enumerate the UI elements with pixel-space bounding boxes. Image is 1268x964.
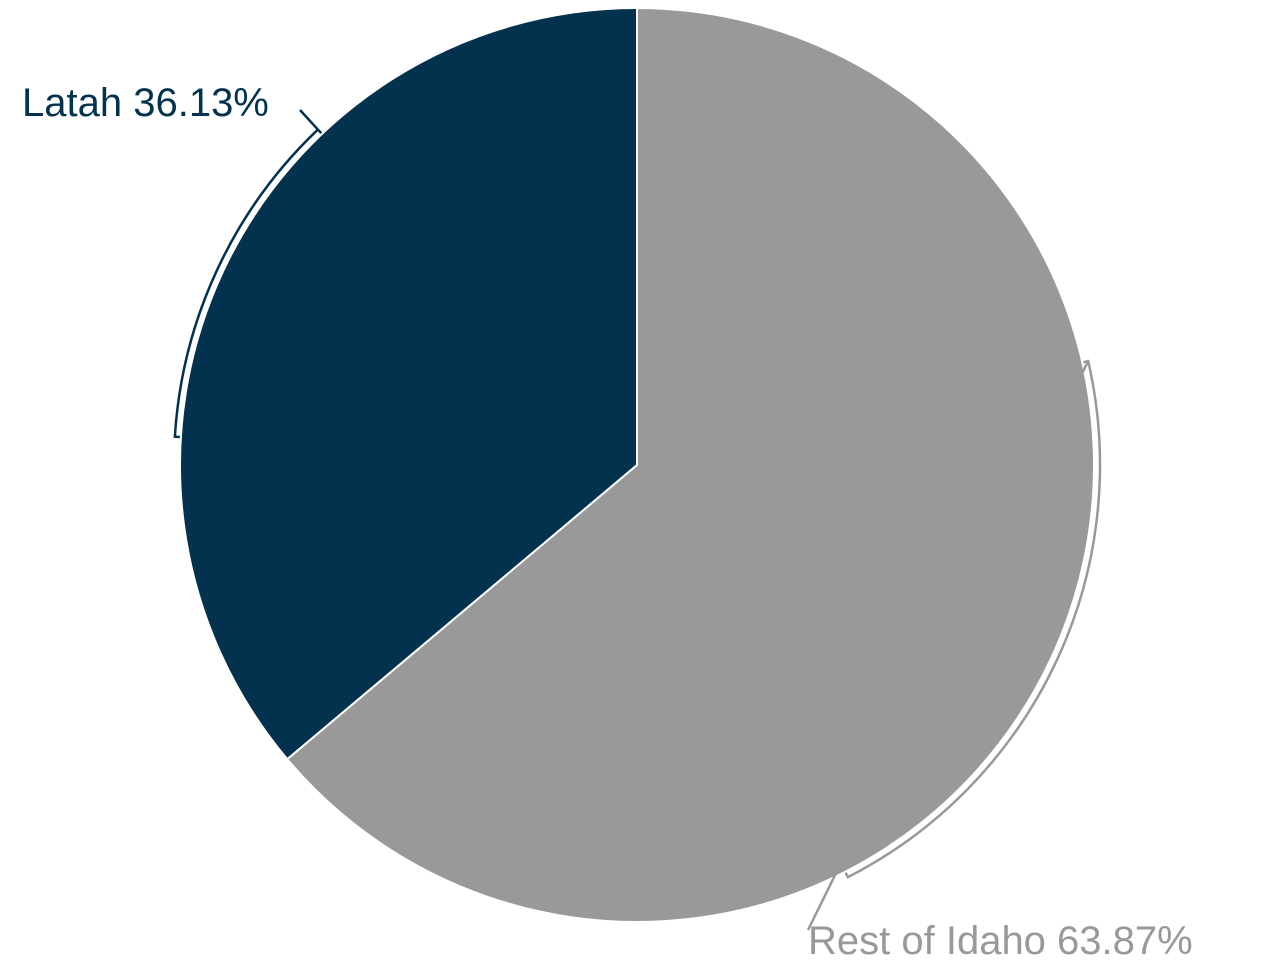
pie-slice-rest-of-idaho bbox=[285, 6, 1095, 923]
pie-slice-latah bbox=[179, 6, 638, 761]
slice-label-latah: Latah 36.13% bbox=[22, 81, 269, 125]
slice-label-rest-of-idaho: Rest of Idaho 63.87% bbox=[808, 919, 1193, 963]
leader-line-rest-of-idaho bbox=[806, 359, 1102, 931]
pie-slices bbox=[179, 6, 1095, 923]
leader-lines bbox=[173, 109, 1102, 931]
leader-line-latah bbox=[173, 109, 323, 439]
